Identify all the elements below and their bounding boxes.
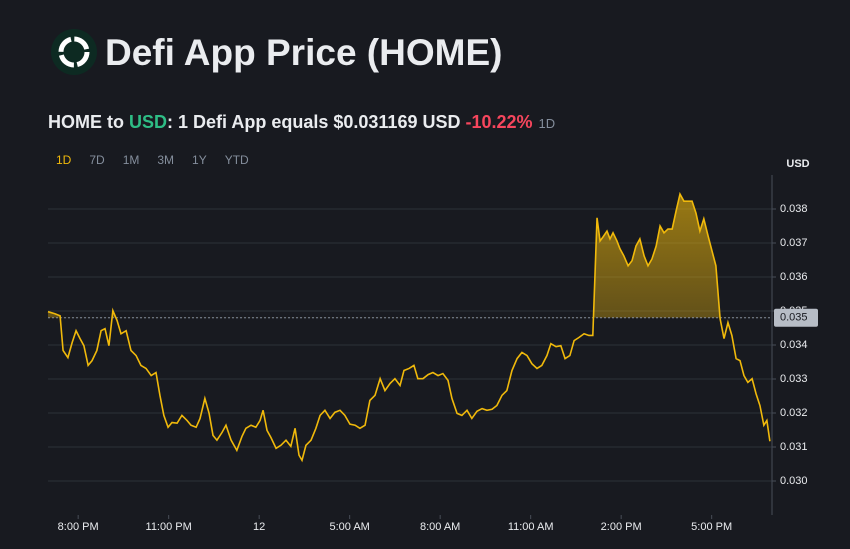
price-line — [47, 191, 771, 463]
y-tick-label: 0.033 — [780, 373, 808, 385]
y-unit: USD — [786, 158, 809, 170]
price-tag-label: 0.035 — [780, 312, 808, 324]
period-tab[interactable]: 1Y — [192, 153, 207, 167]
base: HOME to — [48, 112, 124, 132]
x-tick-label: 11:00 PM — [146, 521, 192, 533]
x-tick-label: 8:00 AM — [420, 521, 460, 533]
x-tick-label: 8:00 PM — [58, 521, 99, 533]
period-tab[interactable]: 7D — [89, 153, 105, 167]
y-tick-label: 0.036 — [780, 271, 808, 283]
plot: USD 0.030 0.031 0.032 0.033 0.034 0.035 0.036 0.… — [47, 158, 818, 533]
quote[interactable]: USD — [129, 112, 168, 132]
title: Defi App Price (HOME) — [105, 32, 503, 73]
price-tag — [774, 308, 818, 327]
y-tick-label: 0.032 — [780, 407, 808, 419]
x-tick-label: 12 — [253, 521, 265, 533]
period-tab[interactable]: YTD — [224, 153, 249, 167]
x-tick-label: 5:00 PM — [691, 521, 732, 533]
area-above-baseline — [48, 194, 721, 318]
x-tick-label: 11:00 AM — [508, 521, 554, 533]
y-tick-label: 0.031 — [780, 441, 808, 453]
period-tabs: 1D 7D 1M 3M 1Y YTD — [56, 153, 249, 167]
logo — [51, 29, 97, 75]
period-tab[interactable]: 1D — [56, 153, 72, 167]
period: 1D — [538, 116, 556, 131]
change: -10.22% — [465, 112, 533, 132]
subtitle: HOME to USD: 1 Defi App equals $0.031169 … — [48, 112, 555, 133]
y-tick-label: 0.037 — [780, 237, 808, 249]
logo-ring — [58, 36, 90, 68]
rate: : 1 Defi App equals $0.031169 USD — [167, 112, 461, 132]
y-tick-label: 0.038 — [780, 203, 808, 215]
y-tick-label: 0.030 — [780, 475, 808, 487]
x-tick-label: 2:00 PM — [601, 521, 642, 533]
period-tab[interactable]: 3M — [157, 153, 175, 167]
y-tick-label: 0.034 — [780, 339, 808, 351]
period-tab[interactable]: 1M — [122, 153, 140, 167]
x-tick-label: 5:00 AM — [329, 521, 369, 533]
